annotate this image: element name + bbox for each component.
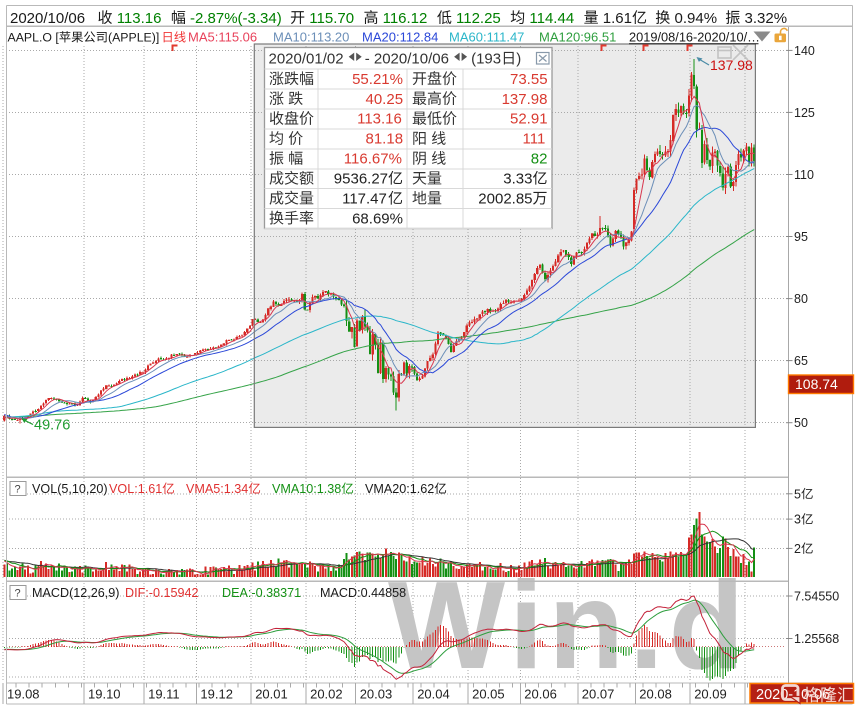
svg-text:20.04: 20.04	[417, 687, 450, 702]
svg-text:- 2020/10/06: - 2020/10/06	[365, 51, 449, 68]
svg-text:81.18: 81.18	[366, 131, 404, 148]
svg-text:110: 110	[794, 168, 814, 182]
svg-text:20.05: 20.05	[472, 687, 505, 702]
svg-text:VMA5:1.34: VMA5:1.34	[186, 482, 248, 496]
svg-text:2002.85: 2002.85	[478, 190, 532, 207]
svg-text:9536.27: 9536.27	[334, 171, 388, 188]
svg-text:108.74: 108.74	[795, 376, 838, 392]
svg-text:3.33: 3.33	[503, 171, 532, 188]
svg-text:55.21%: 55.21%	[352, 71, 403, 88]
svg-text:?: ?	[15, 588, 21, 600]
svg-text:VMA10:1.38: VMA10:1.38	[272, 482, 341, 496]
svg-text:5: 5	[794, 487, 801, 501]
svg-text:2020/10/06: 2020/10/06	[10, 10, 85, 27]
svg-text:20.09: 20.09	[694, 687, 727, 702]
svg-text:MA10:113.20: MA10:113.20	[273, 30, 349, 45]
svg-text:19.08: 19.08	[7, 687, 40, 702]
svg-text:115.70: 115.70	[309, 10, 354, 27]
svg-text:140: 140	[794, 44, 815, 58]
svg-text:116.12: 116.12	[383, 10, 428, 27]
svg-text:MACD(12,26,9): MACD(12,26,9)	[32, 586, 120, 600]
svg-text:2020/01/02: 2020/01/02	[269, 51, 344, 68]
svg-text:95: 95	[794, 230, 808, 244]
svg-text:2: 2	[794, 542, 801, 556]
svg-text:116.67%: 116.67%	[344, 151, 402, 168]
svg-text:0.94%: 0.94%	[675, 10, 718, 27]
svg-text:MA60:111.47: MA60:111.47	[449, 30, 524, 45]
svg-text:1.25568: 1.25568	[794, 632, 839, 646]
svg-text:7.54550: 7.54550	[794, 590, 839, 604]
svg-text:19.12: 19.12	[200, 687, 233, 702]
svg-text:19.11: 19.11	[148, 687, 180, 702]
svg-text:125: 125	[794, 106, 815, 120]
svg-text:73.55: 73.55	[510, 71, 548, 88]
svg-text:19.10: 19.10	[88, 687, 121, 702]
svg-text:20.06: 20.06	[524, 687, 557, 702]
svg-text:(193: (193	[471, 51, 501, 68]
svg-text:114.44: 114.44	[529, 10, 574, 27]
svg-text:DIF:-0.15942: DIF:-0.15942	[125, 586, 199, 600]
svg-text:65: 65	[794, 354, 808, 368]
svg-text:20.03: 20.03	[360, 687, 393, 702]
svg-text:20.02: 20.02	[310, 687, 343, 702]
svg-text:137.98: 137.98	[502, 91, 548, 108]
svg-text:40.25: 40.25	[366, 91, 404, 108]
svg-text:49.76: 49.76	[34, 418, 70, 434]
svg-text:): )	[516, 51, 521, 68]
svg-text:MACD:0.44858: MACD:0.44858	[320, 586, 406, 600]
svg-text:113.16: 113.16	[117, 10, 162, 27]
svg-text:MA120:96.51: MA120:96.51	[539, 30, 616, 45]
svg-text:VMA20:1.62: VMA20:1.62	[365, 482, 434, 496]
svg-text:117.47: 117.47	[342, 190, 387, 207]
svg-text:20.08: 20.08	[639, 687, 672, 702]
svg-text:112.25: 112.25	[456, 10, 501, 27]
svg-text:52.91: 52.91	[510, 111, 548, 128]
svg-text:AAPL.O [: AAPL.O [	[8, 31, 60, 45]
svg-text:DEA:-0.38371: DEA:-0.38371	[222, 586, 301, 600]
svg-text:?: ?	[15, 484, 21, 496]
svg-text:Win.d: Win.d	[388, 557, 749, 695]
svg-text:1.61: 1.61	[603, 10, 632, 27]
svg-text:MA20:112.84: MA20:112.84	[362, 30, 438, 45]
svg-text:VOL:1.61: VOL:1.61	[109, 482, 162, 496]
svg-text:137.98: 137.98	[710, 57, 753, 73]
svg-text:20.01: 20.01	[255, 687, 288, 702]
svg-text:(APPLE)]: (APPLE)]	[108, 31, 159, 45]
svg-text:20.07: 20.07	[582, 687, 615, 702]
svg-text:82: 82	[531, 151, 548, 168]
svg-text:2019/08/16-2020/10/…: 2019/08/16-2020/10/…	[629, 30, 760, 45]
svg-text:80: 80	[794, 292, 808, 306]
svg-text:111: 111	[523, 131, 546, 148]
svg-text:VOL(5,10,20): VOL(5,10,20)	[32, 482, 108, 496]
svg-text:-2.87%(-3.34): -2.87%(-3.34)	[190, 10, 282, 27]
svg-text:68.69%: 68.69%	[352, 210, 403, 227]
svg-text:113.16: 113.16	[357, 111, 402, 128]
svg-text:50: 50	[794, 416, 808, 430]
svg-text:3: 3	[794, 513, 801, 527]
svg-text:3.32%: 3.32%	[745, 10, 788, 27]
svg-text:MA5:115.06: MA5:115.06	[188, 30, 257, 45]
